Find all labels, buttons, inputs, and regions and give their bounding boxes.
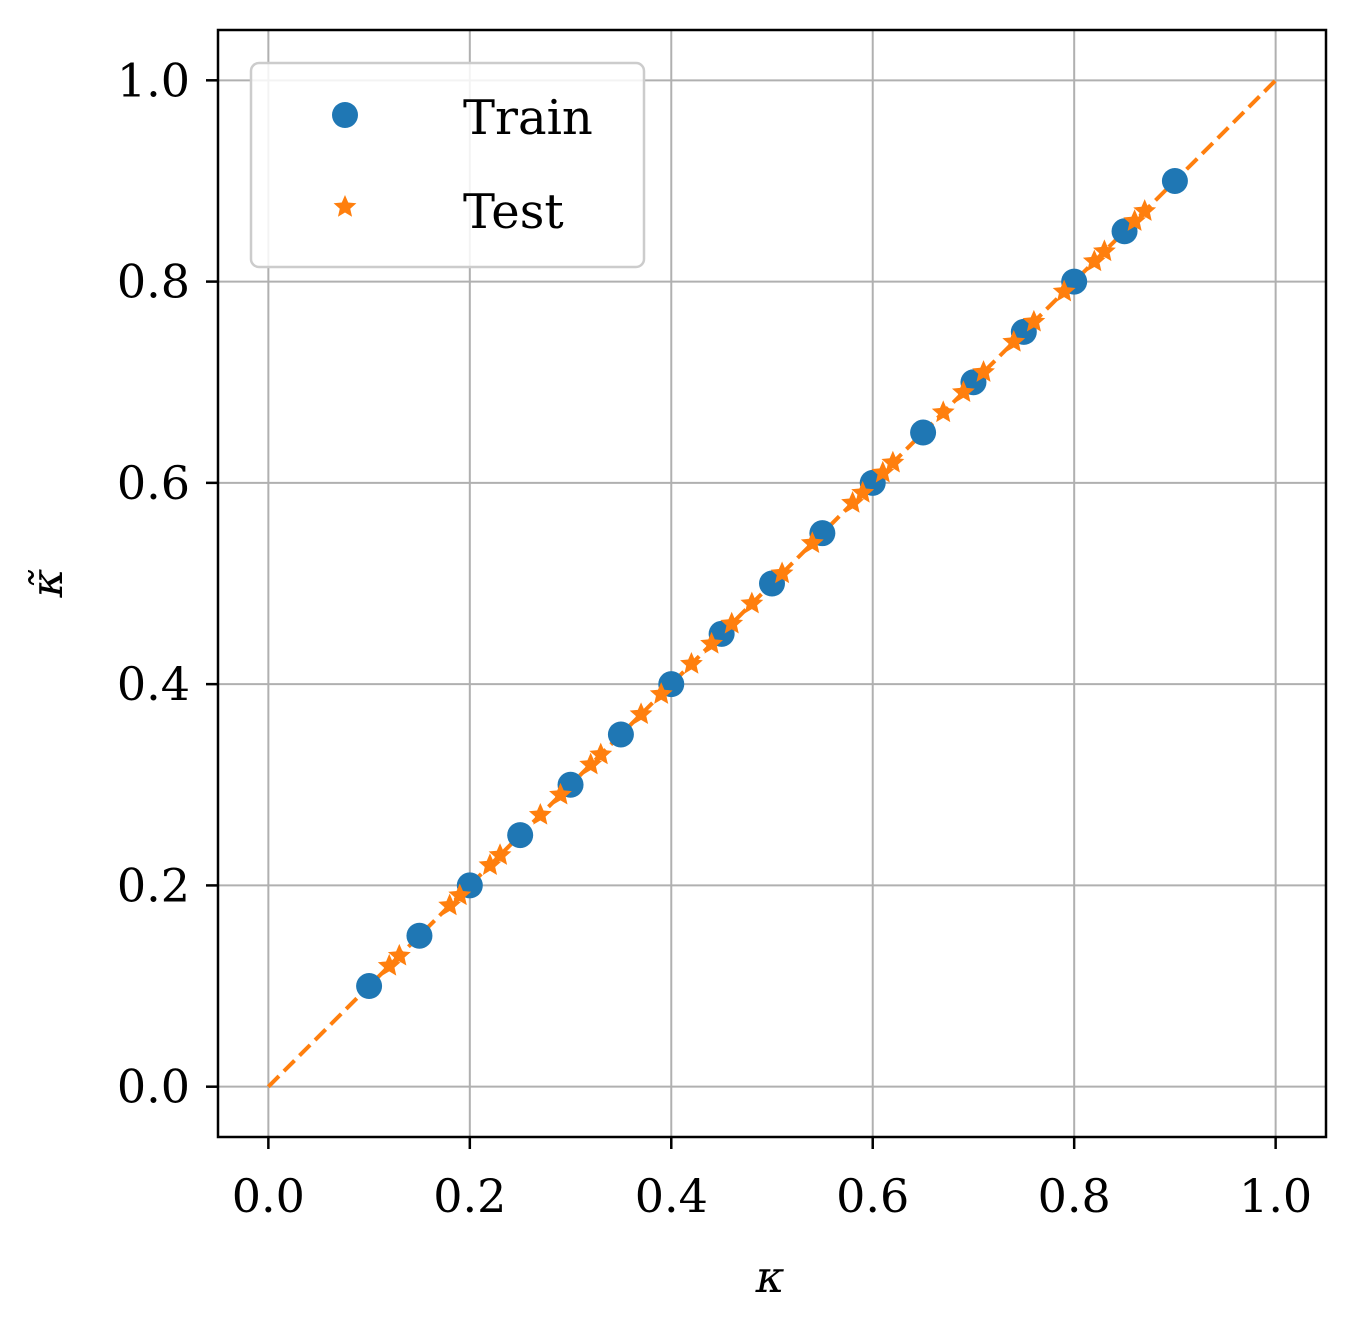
legend: Train Test: [249, 61, 646, 269]
x-tick-label: 0.0: [232, 1169, 305, 1223]
test-point: [579, 752, 603, 775]
test-point: [700, 631, 723, 654]
test-point: [720, 611, 744, 634]
test-point: [770, 561, 794, 584]
test-point: [800, 531, 824, 553]
x-axis-label: κ: [755, 1252, 785, 1303]
test-point: [1082, 249, 1106, 272]
test-point: [1123, 209, 1147, 231]
legend-train-label: Train: [463, 90, 593, 146]
test-point: [649, 682, 673, 704]
y-tick-label: 0.2: [117, 858, 190, 912]
test-point: [448, 883, 472, 906]
x-axis-ticks: 0.0 0.2 0.4 0.6 0.8 1.0: [232, 1137, 1312, 1223]
x-tick-label: 0.2: [433, 1169, 506, 1223]
x-tick-label: 0.4: [635, 1169, 708, 1223]
y-tick-label: 0.4: [117, 657, 190, 711]
legend-test-marker: [333, 195, 357, 217]
y-tick-label: 0.8: [117, 255, 190, 309]
y-tick-label: 1.0: [117, 53, 190, 107]
test-point: [387, 943, 411, 966]
test-point: [851, 480, 875, 503]
test-point: [1002, 329, 1026, 352]
y-tick-label: 0.6: [117, 456, 190, 510]
test-point: [1092, 239, 1116, 262]
train-point: [406, 922, 433, 949]
test-point: [629, 702, 653, 725]
test-point: [377, 953, 401, 976]
y-tick-label: 0.0: [117, 1060, 190, 1114]
test-point: [680, 652, 703, 674]
data-points: [356, 167, 1188, 1000]
test-point: [740, 591, 764, 614]
train-point: [607, 721, 634, 748]
test-point: [589, 742, 613, 765]
test-point: [478, 853, 502, 875]
test-point: [1052, 279, 1076, 302]
train-point: [356, 973, 383, 1000]
legend-test-label: Test: [463, 184, 564, 240]
x-tick-label: 0.8: [1038, 1169, 1111, 1223]
plot-frame: [216, 28, 1328, 1139]
test-point: [1133, 199, 1157, 221]
test-point: [1022, 309, 1046, 332]
test-point: [488, 843, 512, 865]
y-axis-label: κ̃: [22, 568, 73, 598]
x-tick-label: 1.0: [1239, 1169, 1312, 1223]
test-point: [871, 460, 895, 483]
train-point: [910, 419, 937, 446]
y-axis-ticks: 0.0 0.2 0.4 0.6 0.8 1.0: [117, 53, 218, 1114]
test-point: [951, 380, 975, 402]
test-point: [438, 893, 462, 916]
x-tick-label: 0.6: [836, 1169, 909, 1223]
test-point: [549, 782, 572, 805]
train-point: [1161, 167, 1188, 194]
test-point: [931, 400, 955, 423]
test-point: [528, 802, 552, 825]
test-point: [881, 450, 905, 473]
test-point: [841, 490, 864, 513]
legend-train-marker: [332, 102, 358, 128]
train-point: [507, 822, 534, 849]
test-point: [972, 360, 995, 382]
